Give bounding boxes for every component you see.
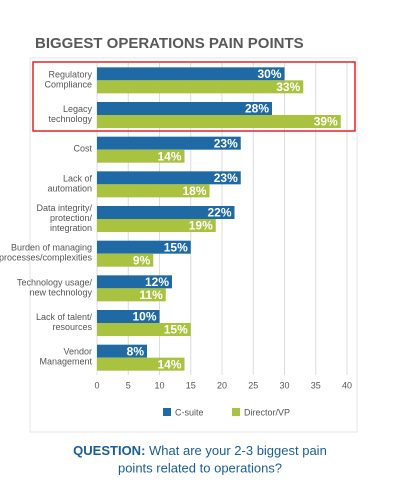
value-label: 22% bbox=[207, 206, 231, 220]
bar bbox=[97, 357, 185, 371]
x-tick-label: 0 bbox=[94, 380, 99, 390]
value-label: 8% bbox=[127, 344, 145, 358]
y-tick-label-line: technology bbox=[48, 114, 92, 124]
y-tick-label-line: new technology bbox=[29, 288, 92, 298]
value-label: 30% bbox=[257, 67, 281, 81]
bar bbox=[97, 288, 166, 302]
value-label: 15% bbox=[164, 323, 188, 337]
bar bbox=[97, 67, 285, 81]
y-tick-label-line: Data integrity/ bbox=[36, 203, 92, 213]
legend-swatch bbox=[232, 408, 240, 416]
bar bbox=[97, 275, 172, 289]
x-tick-label: 10 bbox=[154, 380, 164, 390]
y-tick-label: Lack of talent/resources bbox=[36, 312, 93, 332]
value-label: 39% bbox=[314, 115, 338, 129]
y-tick-label-line: Regulatory bbox=[48, 70, 92, 80]
y-tick-label-line: Technology usage/ bbox=[17, 278, 93, 288]
legend-swatch bbox=[163, 408, 171, 416]
chart-title: BIGGEST OPERATIONS PAIN POINTS bbox=[35, 35, 304, 52]
y-tick-label: Technology usage/new technology bbox=[17, 278, 93, 298]
x-tick-label: 40 bbox=[342, 380, 352, 390]
y-tick-label: Vendor Management bbox=[39, 347, 92, 367]
y-tick-label: Legacy technology bbox=[48, 104, 92, 124]
x-tick-label: 5 bbox=[126, 380, 131, 390]
value-label: 28% bbox=[245, 102, 269, 116]
value-label: 9% bbox=[133, 253, 151, 267]
value-label: 10% bbox=[132, 310, 156, 324]
plot-frame bbox=[29, 57, 358, 433]
x-tick-label: 30 bbox=[279, 380, 289, 390]
value-label: 14% bbox=[157, 357, 181, 371]
y-tick-label-line: Compliance bbox=[44, 80, 92, 90]
highlight-box bbox=[32, 61, 356, 132]
bar bbox=[97, 80, 304, 94]
value-label: 11% bbox=[139, 288, 163, 302]
value-label: 18% bbox=[182, 184, 206, 198]
question-label: QUESTION: bbox=[73, 443, 145, 458]
y-tick-label-line: processes/complexities bbox=[0, 253, 92, 263]
y-tick-label-line: Vendor bbox=[63, 347, 92, 357]
y-tick-label: Burden of managing processes/complexities bbox=[0, 243, 92, 263]
bar bbox=[97, 344, 147, 358]
legend-label: C-suite bbox=[175, 407, 204, 417]
x-tick-label: 15 bbox=[186, 380, 196, 390]
value-label: 19% bbox=[189, 219, 213, 233]
y-tick-label-line: protection/ bbox=[50, 213, 93, 223]
bar bbox=[97, 171, 241, 185]
question-line: points related to operations? bbox=[118, 460, 282, 475]
question-line: What are your 2-3 biggest pain bbox=[149, 443, 327, 458]
y-tick-label-line: Lack of talent/ bbox=[36, 312, 93, 322]
y-tick-label: Data integrity/protection/integration bbox=[36, 203, 92, 233]
y-tick-label: Cost bbox=[73, 144, 92, 154]
bar bbox=[97, 219, 216, 232]
value-label: 15% bbox=[164, 240, 188, 254]
y-tick-label-line: resources bbox=[52, 322, 92, 332]
y-tick-label-line: Cost bbox=[73, 144, 92, 154]
y-tick-label: Lack of automation bbox=[47, 174, 92, 194]
bar bbox=[97, 206, 235, 219]
bar bbox=[97, 310, 160, 323]
bar bbox=[97, 323, 191, 336]
bar bbox=[97, 253, 154, 267]
x-tick-label: 20 bbox=[217, 380, 227, 390]
x-tick-label: 25 bbox=[248, 380, 258, 390]
y-tick-label-line: Management bbox=[39, 357, 92, 367]
y-tick-label-line: Burden of managing bbox=[11, 243, 92, 253]
x-tick-label: 35 bbox=[311, 380, 321, 390]
y-tick-label-line: automation bbox=[47, 184, 92, 194]
question: QUESTION: What are your 2-3 biggest pain bbox=[73, 443, 327, 458]
bar bbox=[97, 240, 191, 254]
value-label: 23% bbox=[214, 171, 238, 185]
bar bbox=[97, 184, 210, 198]
y-tick-label-line: integration bbox=[50, 223, 92, 233]
y-tick-label-line: Legacy bbox=[63, 104, 93, 114]
bar bbox=[97, 136, 241, 150]
y-tick-label: Regulatory Compliance bbox=[44, 70, 92, 90]
y-tick-label-line: Lack of bbox=[63, 174, 93, 184]
bar bbox=[97, 149, 185, 163]
value-label: 23% bbox=[214, 136, 238, 150]
bar bbox=[97, 102, 272, 115]
legend-label: Director/VP bbox=[244, 407, 290, 417]
value-label: 12% bbox=[145, 275, 169, 289]
value-label: 14% bbox=[157, 149, 181, 163]
bar bbox=[97, 115, 341, 128]
value-label: 33% bbox=[276, 80, 300, 94]
